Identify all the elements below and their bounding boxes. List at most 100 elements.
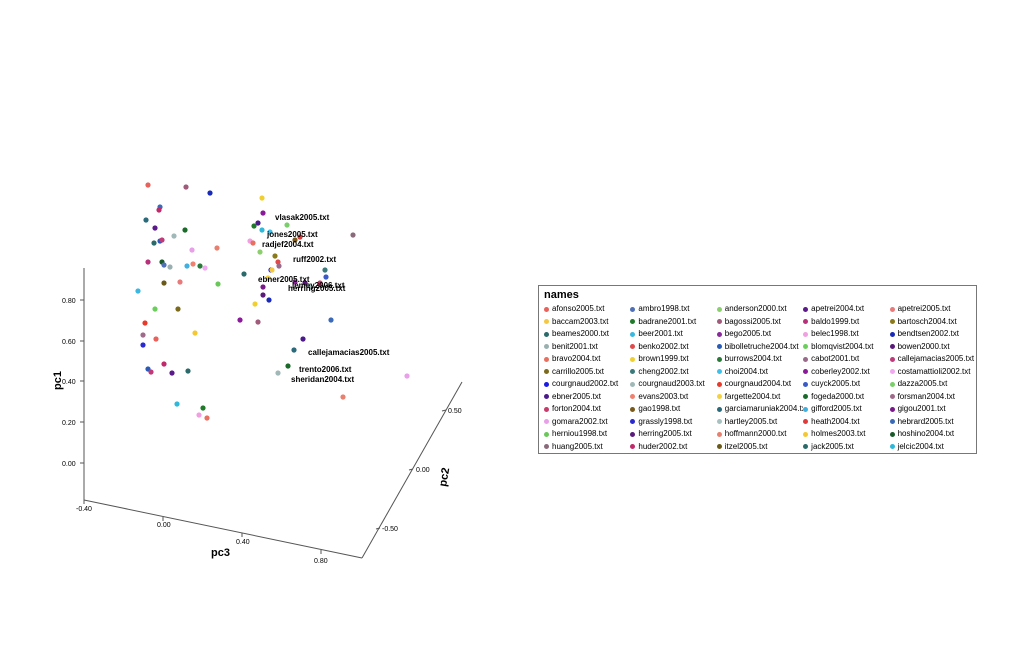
- legend-entry: bartosch2004.txt: [889, 316, 976, 329]
- legend-entry: itzel2005.txt: [716, 441, 803, 454]
- legend-marker-icon: [630, 306, 636, 312]
- scatter-point: [215, 281, 221, 287]
- legend-entry: huder2002.txt: [630, 441, 716, 454]
- scatter-point: [292, 237, 298, 243]
- scatter-point: [182, 227, 188, 233]
- legend-label: burrows2004.txt: [724, 354, 782, 363]
- legend-label: anderson2000.txt: [724, 304, 787, 313]
- legend-marker-icon: [630, 394, 636, 400]
- legend-entry: ebner2005.txt: [544, 391, 630, 404]
- legend-entry: cheng2002.txt: [630, 366, 716, 379]
- scatter-point: [174, 401, 180, 407]
- scatter-point: [175, 306, 181, 312]
- legend-marker-icon: [889, 306, 895, 312]
- point-label: radjef2004.txt: [262, 240, 314, 249]
- legend-marker-icon: [803, 419, 809, 425]
- scatter-point: [269, 267, 275, 273]
- legend-label: benit2001.txt: [552, 341, 598, 351]
- legend-entry: benko2002.txt: [630, 341, 716, 354]
- legend-marker-icon: [716, 369, 722, 375]
- scatter-point: [207, 190, 213, 196]
- legend-label: coberley2002.txt: [811, 366, 870, 376]
- legend-marker-icon: [889, 431, 895, 437]
- legend-marker-icon: [803, 431, 809, 437]
- legend-entry: bowen2000.txt: [889, 341, 976, 354]
- legend-label: apetrei2004.txt: [811, 304, 865, 313]
- scatter-point: [167, 264, 173, 270]
- pc2-ticks: -0.50 0.00 0.50: [375, 408, 462, 533]
- pc3-tick-label: 0.80: [314, 558, 328, 565]
- legend-entry: evans2003.txt: [630, 391, 716, 404]
- legend-entry: bendtsen2002.txt: [889, 328, 976, 341]
- scatter-point: [276, 263, 282, 269]
- legend-entry: hoffmann2000.txt: [716, 428, 803, 441]
- legend: names afonso2005.txt ambro1998.txt anderso…: [538, 285, 977, 454]
- legend-label: choi2004.txt: [724, 366, 768, 376]
- legend-marker-icon: [630, 369, 636, 375]
- scatter-point: [140, 342, 146, 348]
- scatter-point: [322, 267, 328, 273]
- legend-marker-icon: [803, 381, 809, 387]
- scatter-point: [300, 336, 306, 342]
- legend-marker-icon: [630, 319, 636, 325]
- legend-entry: apetrei2005.txt: [889, 303, 976, 316]
- legend-label: herniou1998.txt: [552, 429, 608, 438]
- pc3-tick-label: 0.00: [157, 522, 171, 529]
- legend-entry: choi2004.txt: [716, 366, 803, 379]
- legend-label: hartley2005.txt: [724, 416, 778, 426]
- legend-marker-icon: [716, 344, 722, 350]
- legend-label: cuyck2005.txt: [811, 379, 861, 388]
- legend-label: belec1998.txt: [811, 329, 859, 338]
- legend-entry: hebrard2005.txt: [889, 416, 976, 429]
- data-points: [135, 182, 410, 421]
- legend-entry: huang2005.txt: [544, 441, 630, 454]
- legend-entry: gao1998.txt: [630, 403, 716, 416]
- scatter-point: [202, 265, 208, 271]
- point-label: trento2006.txt: [299, 365, 352, 374]
- point-label: lemey2006.txt: [292, 281, 345, 290]
- legend-marker-icon: [803, 444, 809, 450]
- legend-marker-icon: [544, 331, 549, 337]
- legend-entry: coberley2002.txt: [803, 366, 889, 379]
- legend-label: afonso2005.txt: [552, 304, 605, 313]
- legend-entry: bibolletruche2004.txt: [716, 341, 803, 354]
- scatter-point: [185, 368, 191, 374]
- legend-marker-icon: [630, 419, 636, 425]
- scatter-point: [404, 373, 410, 379]
- legend-marker-icon: [716, 356, 722, 362]
- scatter-point: [265, 275, 271, 281]
- scatter-point: [259, 195, 265, 201]
- legend-marker-icon: [544, 444, 549, 450]
- legend-label: grassly1998.txt: [638, 416, 693, 426]
- legend-label: bowen2000.txt: [897, 341, 950, 351]
- legend-marker-icon: [803, 369, 809, 375]
- legend-entry: jelcic2004.txt: [889, 441, 976, 454]
- legend-label: dazza2005.txt: [897, 379, 948, 388]
- legend-entry: apetrei2004.txt: [803, 303, 889, 316]
- legend-marker-icon: [889, 381, 895, 387]
- scatter-point: [307, 283, 313, 289]
- legend-label: forsman2004.txt: [897, 391, 955, 401]
- legend-marker-icon: [889, 319, 895, 325]
- legend-marker-icon: [716, 406, 722, 412]
- legend-entry: garciamaruniak2004.txt: [716, 403, 803, 416]
- pc2-tick-label: -0.50: [382, 526, 398, 533]
- legend-entry: fargette2004.txt: [716, 391, 803, 404]
- legend-entry: beer2001.txt: [630, 328, 716, 341]
- legend-marker-icon: [889, 331, 895, 337]
- legend-marker-icon: [803, 356, 809, 362]
- legend-entry: jack2005.txt: [803, 441, 889, 454]
- scatter-point: [159, 237, 165, 243]
- scatter-point: [340, 394, 346, 400]
- scatter-point: [255, 220, 261, 226]
- legend-entry: holmes2003.txt: [803, 428, 889, 441]
- scatter-point: [177, 279, 183, 285]
- legend-label: beer2001.txt: [638, 329, 683, 338]
- legend-marker-icon: [630, 356, 636, 362]
- legend-marker-icon: [716, 319, 722, 325]
- legend-label: hebrard2005.txt: [897, 416, 954, 426]
- legend-label: gao1998.txt: [638, 404, 681, 413]
- legend-label: heath2004.txt: [811, 416, 860, 426]
- pc1-ticks: 0.00 0.20 0.40 0.60 0.80: [62, 298, 84, 468]
- scatter-point: [143, 217, 149, 223]
